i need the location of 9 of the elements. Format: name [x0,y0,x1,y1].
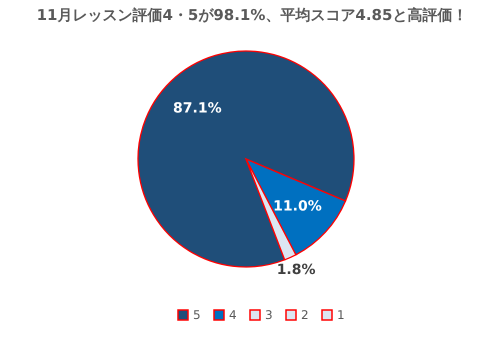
data-label: 11.0% [273,198,322,214]
legend-label: 4 [229,308,237,322]
chart-title: 11月レッスン評価4・5が98.1%、平均スコア4.85と高評価！ [36,6,468,24]
data-label: 1.8% [276,262,316,278]
legend-label: 1 [337,308,345,322]
legend-label: 2 [301,308,309,322]
legend-label: 5 [193,308,201,322]
data-label: 87.1% [173,100,222,117]
legend-label: 3 [265,308,273,322]
